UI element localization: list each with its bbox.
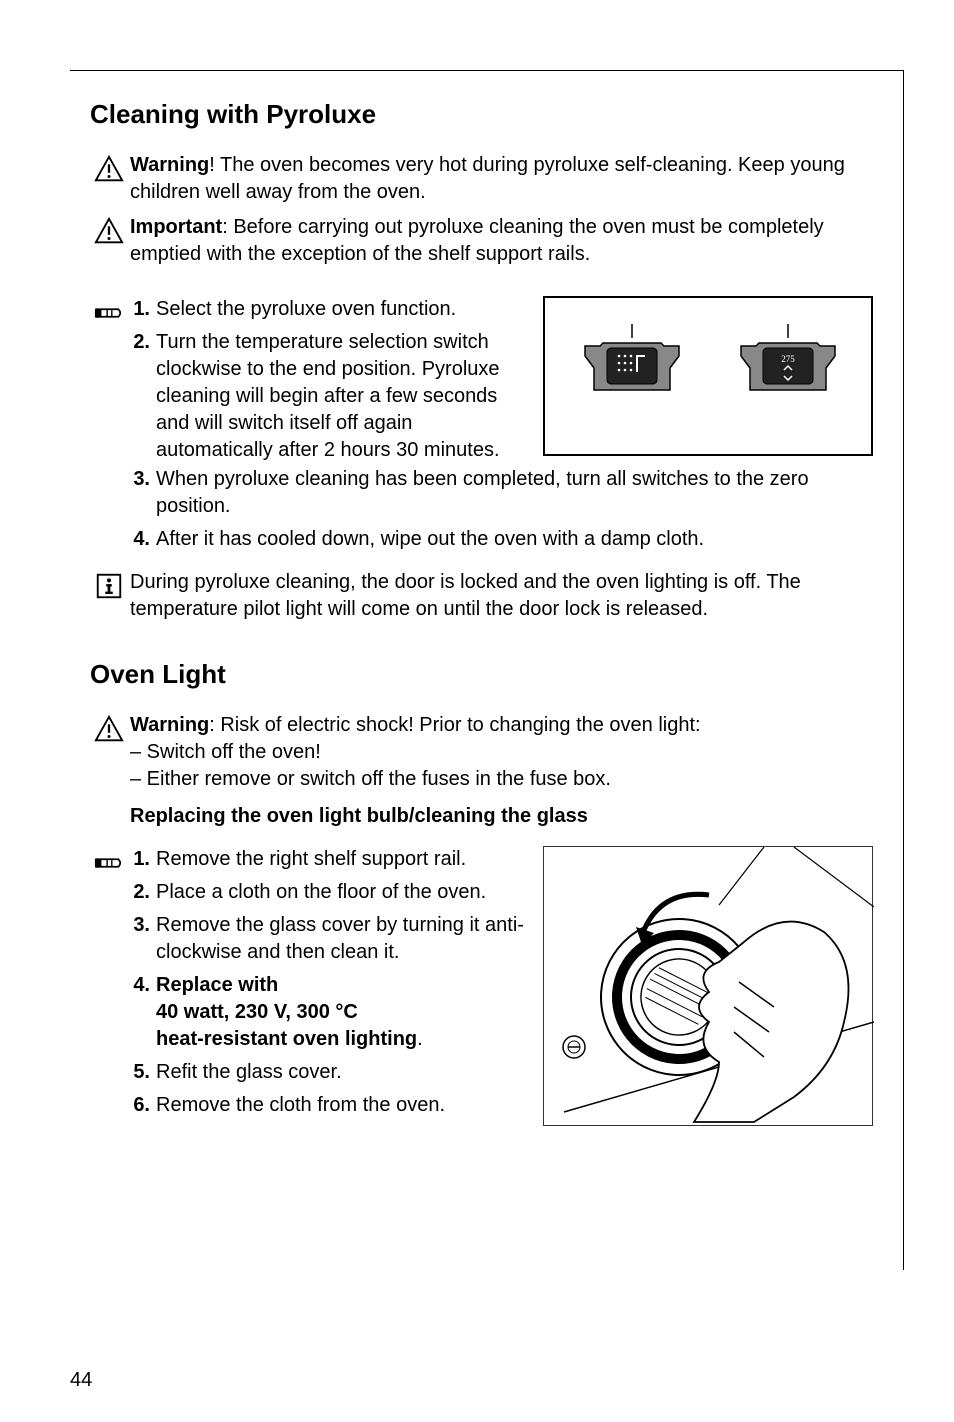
important-row: Important: Before carrying out pyroluxe … xyxy=(88,214,873,268)
step-2-3: 3. Remove the glass cover by turning it … xyxy=(130,912,525,966)
dash-1: – Switch off the oven! xyxy=(130,739,873,766)
warning-body-1: ! The oven becomes very hot during pyrol… xyxy=(130,154,845,203)
step-text: Remove the right shelf support rail. xyxy=(156,846,525,873)
step-text: Turn the temperature selection switch cl… xyxy=(156,329,525,464)
warning-body-2: : Risk of electric shock! Prior to chang… xyxy=(209,714,700,736)
section2-title: Oven Light xyxy=(88,659,873,690)
warning-label-1: Warning xyxy=(130,154,209,176)
warning-triangle-icon xyxy=(94,714,124,744)
subheading: Replacing the oven light bulb/cleaning t… xyxy=(130,803,873,830)
warning-triangle-icon xyxy=(94,216,124,246)
step-text: Remove the glass cover by turning it ant… xyxy=(156,912,525,966)
section1-title: Cleaning with Pyroluxe xyxy=(88,99,873,130)
pointing-hand-icon xyxy=(94,848,124,878)
warning-triangle-icon xyxy=(94,154,124,184)
step-num: 4. xyxy=(130,526,156,553)
step-1-4: 4. After it has cooled down, wipe out th… xyxy=(130,526,873,553)
step-num: 5. xyxy=(130,1059,156,1086)
warning-icon-3-col xyxy=(88,712,130,744)
step-num: 2. xyxy=(130,329,156,464)
step-1-3: 3. When pyroluxe cleaning has been compl… xyxy=(130,466,873,520)
important-label: Important xyxy=(130,216,222,238)
info-icon xyxy=(94,571,124,601)
step-2-1: 1. Remove the right shelf support rail. xyxy=(130,846,525,873)
steps-with-image-1: 1. Select the pyroluxe oven function. 2.… xyxy=(88,296,873,470)
step-text: Place a cloth on the floor of the oven. xyxy=(156,879,525,906)
steps-with-image-2: 1. Remove the right shelf support rail. … xyxy=(88,846,873,1126)
hand-icon-col-2 xyxy=(88,846,130,878)
step-text: Select the pyroluxe oven function. xyxy=(156,296,525,323)
step-text: Remove the cloth from the oven. xyxy=(156,1092,525,1119)
page-frame: Cleaning with Pyroluxe Warning! The oven… xyxy=(70,70,904,1270)
step-text: When pyroluxe cleaning has been complete… xyxy=(156,466,873,520)
bulb-illustration xyxy=(543,846,873,1126)
pointing-hand-icon xyxy=(94,298,124,328)
warning-icon-1-col xyxy=(88,152,130,184)
important-body: : Before carrying out pyroluxe cleaning … xyxy=(130,216,824,265)
step-num: 3. xyxy=(130,912,156,966)
step-2-4: 4. Replace with 40 watt, 230 V, 300 °C h… xyxy=(130,972,525,1053)
page-number: 44 xyxy=(70,1369,92,1392)
info-row: During pyroluxe cleaning, the door is lo… xyxy=(88,569,873,623)
step4-l3: heat-resistant oven lighting xyxy=(156,1028,417,1050)
warning-label-2: Warning xyxy=(130,714,209,736)
step-text: After it has cooled down, wipe out the o… xyxy=(156,526,873,553)
step-num: 1. xyxy=(130,296,156,323)
step4-l1: Replace with xyxy=(156,974,278,996)
step-num: 4. xyxy=(130,972,156,1053)
info-icon-col xyxy=(88,569,130,601)
warning-text-1: Warning! The oven becomes very hot durin… xyxy=(130,152,873,206)
step-1-1: 1. Select the pyroluxe oven function. xyxy=(130,296,525,323)
step-num: 6. xyxy=(130,1092,156,1119)
dial-temp: 275 xyxy=(781,354,795,364)
step-1-2: 2. Turn the temperature selection switch… xyxy=(130,329,525,464)
step-num: 2. xyxy=(130,879,156,906)
step-2-2: 2. Place a cloth on the floor of the ove… xyxy=(130,879,525,906)
warning-icon-2-col xyxy=(88,214,130,246)
step-text: Replace with 40 watt, 230 V, 300 °C heat… xyxy=(156,972,525,1053)
hand-icon-col-1 xyxy=(88,296,130,328)
warning-row-1: Warning! The oven becomes very hot durin… xyxy=(88,152,873,206)
step-text: Refit the glass cover. xyxy=(156,1059,525,1086)
warning-row-2: Warning: Risk of electric shock! Prior t… xyxy=(88,712,873,793)
step4-l2: 40 watt, 230 V, 300 °C xyxy=(156,1001,358,1023)
step-2-5: 5. Refit the glass cover. xyxy=(130,1059,525,1086)
dial-illustration: 275 xyxy=(543,296,873,456)
step-2-6: 6. Remove the cloth from the oven. xyxy=(130,1092,525,1119)
info-text: During pyroluxe cleaning, the door is lo… xyxy=(130,569,873,623)
step-num: 3. xyxy=(130,466,156,520)
step-num: 1. xyxy=(130,846,156,873)
dash-2: – Either remove or switch off the fuses … xyxy=(130,766,873,793)
important-text: Important: Before carrying out pyroluxe … xyxy=(130,214,873,268)
